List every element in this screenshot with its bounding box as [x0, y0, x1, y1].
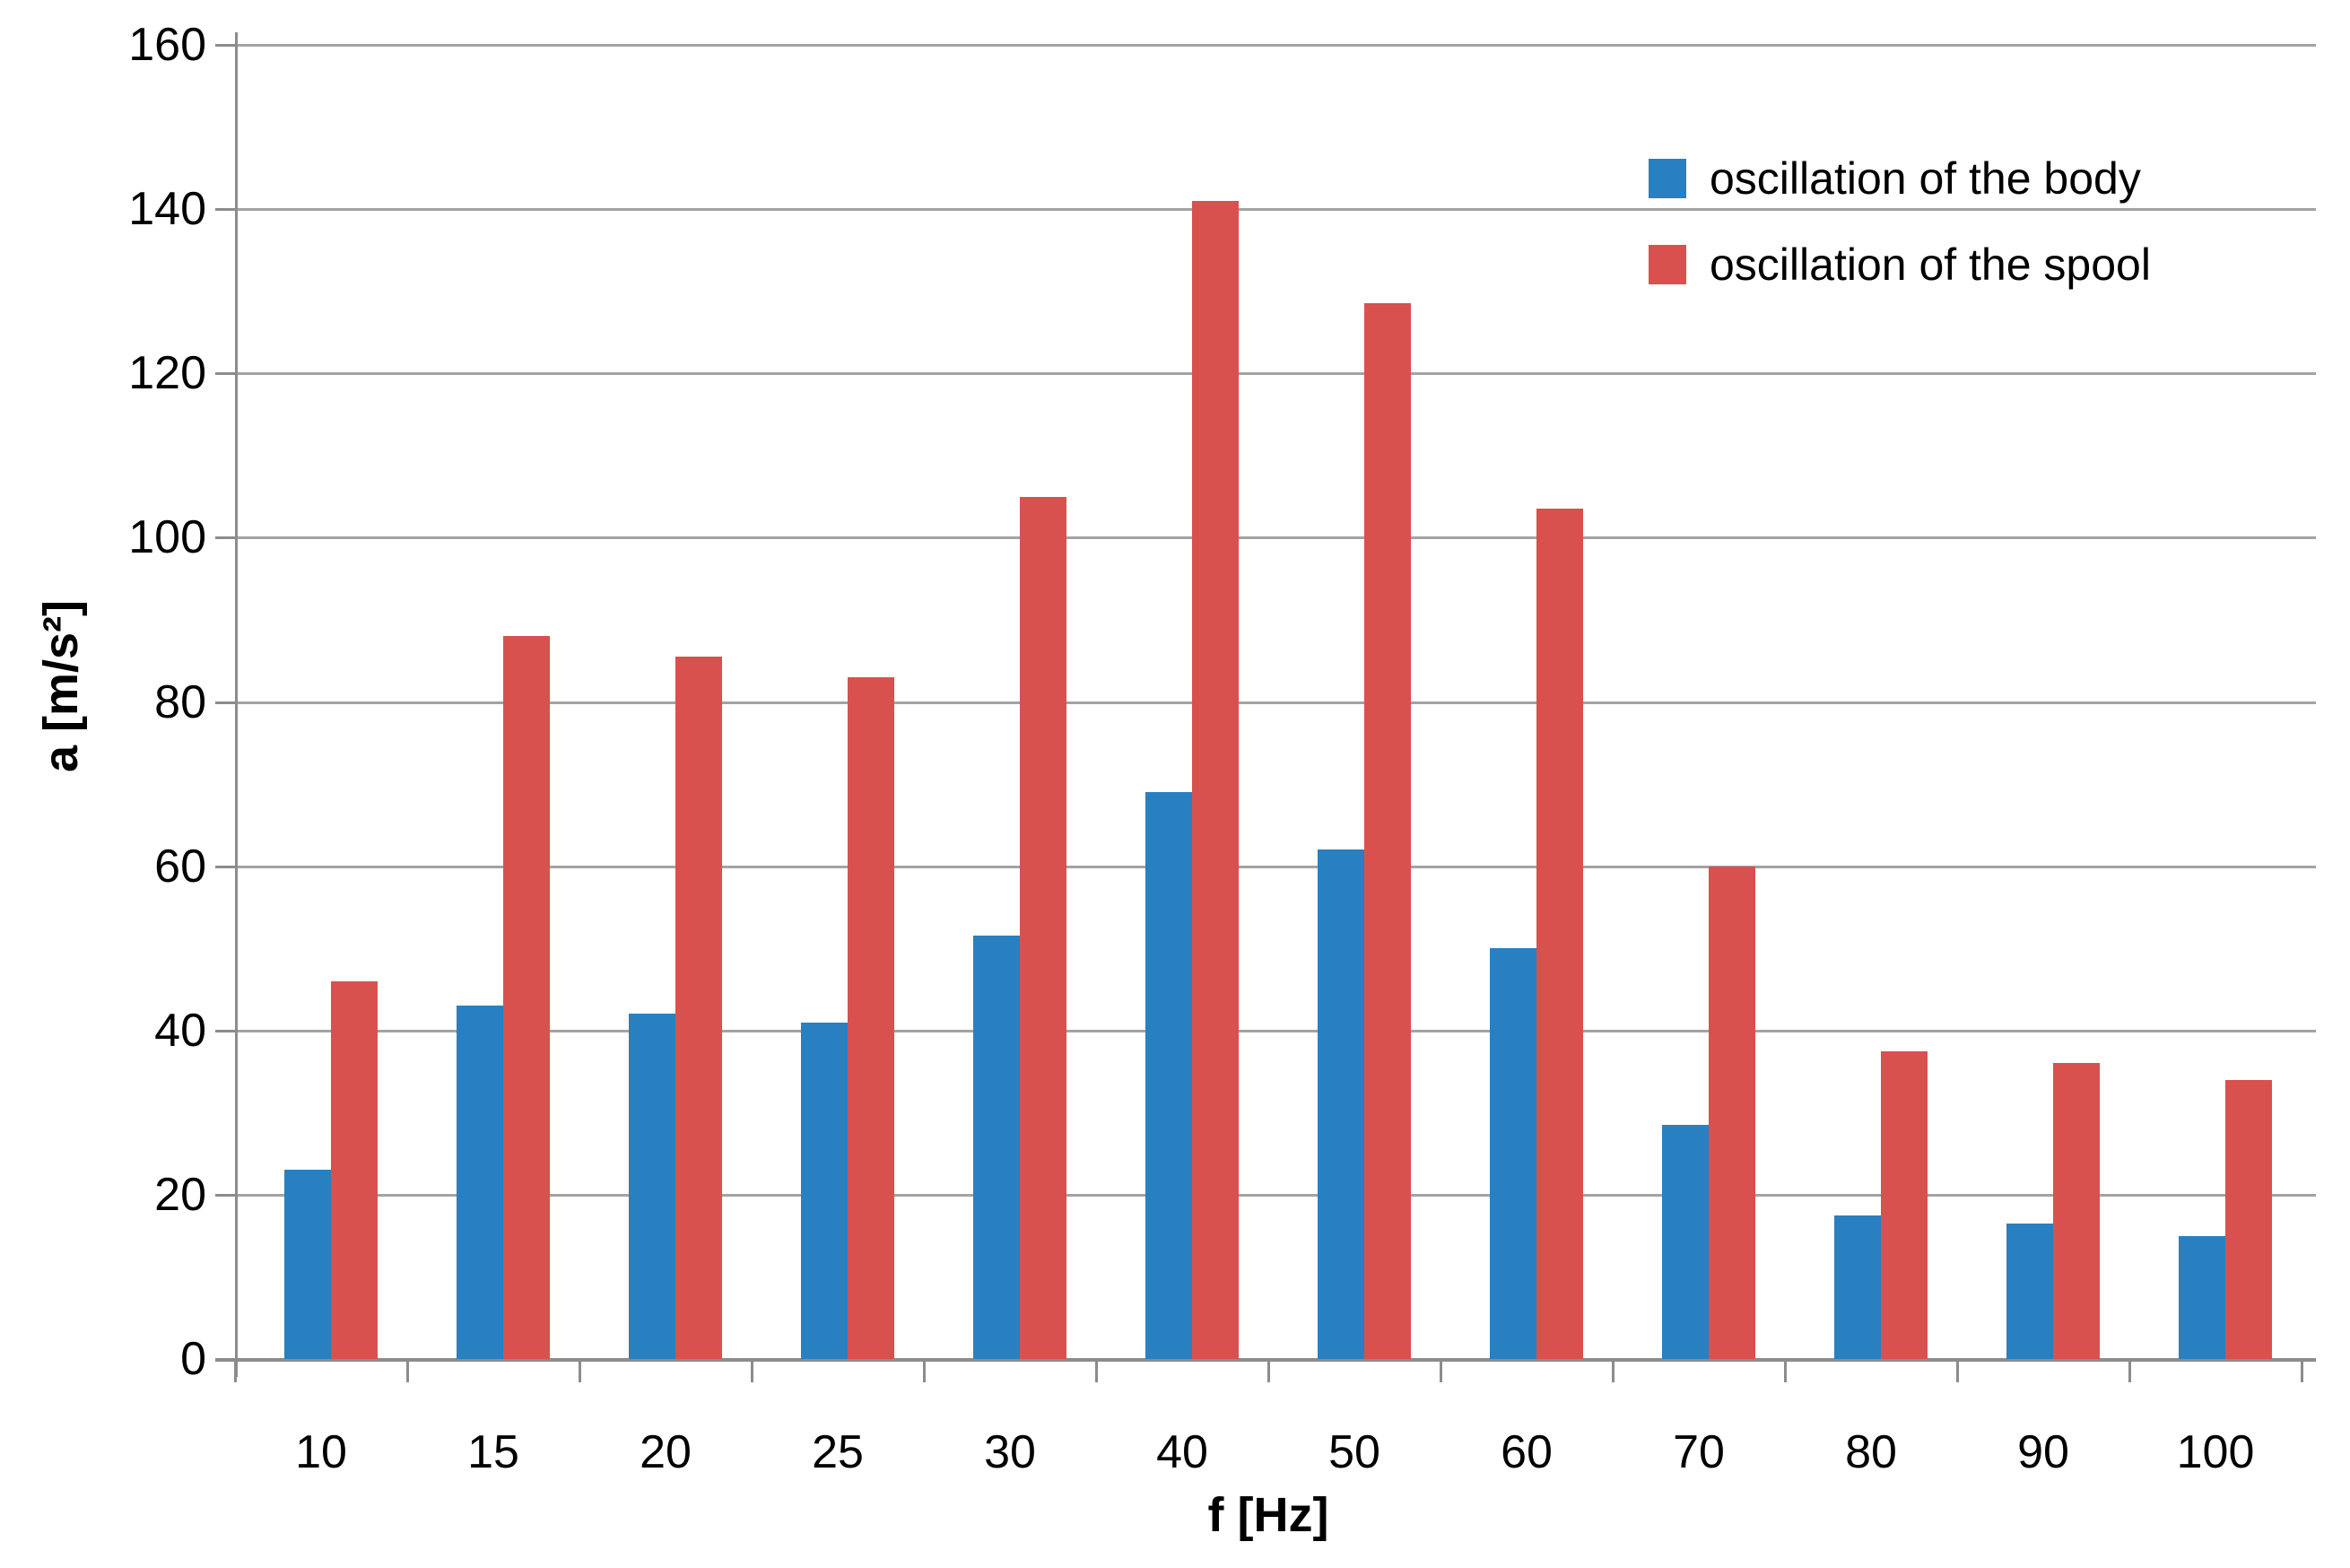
x-tick-10 — [1956, 1359, 1959, 1382]
bar-spool-90 — [2053, 1063, 2100, 1359]
bar-spool-10 — [331, 980, 378, 1359]
y-tick-100 — [215, 536, 235, 540]
y-tick-120 — [215, 372, 235, 376]
legend: oscillation of the body oscillation of t… — [1649, 151, 2151, 323]
legend-label-spool: oscillation of the spool — [1710, 240, 2151, 290]
x-tick-label-50: 50 — [1328, 1426, 1380, 1478]
bar-spool-20 — [675, 657, 722, 1359]
y-tick-label-40: 40 — [154, 1004, 206, 1057]
x-tick-label-20: 20 — [640, 1426, 692, 1478]
y-tick-label-140: 140 — [128, 183, 206, 236]
x-tick-5 — [1095, 1359, 1098, 1382]
bar-spool-50 — [1364, 303, 1411, 1359]
legend-item-body: oscillation of the body — [1649, 151, 2151, 206]
legend-swatch-body-icon — [1649, 159, 1686, 198]
y-tick-160 — [215, 44, 235, 47]
x-tick-7 — [1440, 1359, 1442, 1382]
bar-spool-100 — [2225, 1079, 2272, 1359]
x-tick-11 — [2128, 1359, 2131, 1382]
y-tick-label-120: 120 — [128, 347, 206, 400]
gridline-20 — [235, 1193, 2316, 1197]
x-axis-title: f [Hz] — [1207, 1488, 1329, 1542]
bar-body-20 — [629, 1014, 675, 1359]
y-tick-60 — [215, 865, 235, 868]
x-tick-label-80: 80 — [1845, 1426, 1897, 1478]
gridline-80 — [235, 701, 2316, 704]
x-tick-8 — [1612, 1359, 1615, 1382]
y-tick-label-0: 0 — [180, 1333, 206, 1385]
bar-spool-40 — [1192, 200, 1239, 1359]
bar-body-100 — [2179, 1235, 2225, 1359]
y-tick-140 — [215, 208, 235, 212]
x-tick-label-10: 10 — [295, 1426, 347, 1478]
gridline-160 — [235, 44, 2316, 47]
x-axis-line — [215, 1358, 2316, 1362]
gridline-100 — [235, 536, 2316, 540]
bar-spool-25 — [848, 677, 894, 1359]
x-tick-label-100: 100 — [2176, 1426, 2255, 1478]
x-tick-4 — [923, 1359, 926, 1382]
bar-body-15 — [457, 1006, 503, 1359]
x-tick-label-15: 15 — [467, 1426, 519, 1478]
x-tick-label-30: 30 — [984, 1426, 1036, 1478]
legend-item-spool: oscillation of the spool — [1649, 237, 2151, 292]
y-tick-label-160: 160 — [128, 19, 206, 71]
x-tick-label-70: 70 — [1673, 1426, 1725, 1478]
legend-swatch-spool-icon — [1649, 245, 1686, 284]
bar-body-70 — [1662, 1125, 1709, 1359]
bar-body-50 — [1318, 849, 1364, 1359]
bar-body-25 — [801, 1022, 848, 1359]
x-tick-label-25: 25 — [812, 1426, 864, 1478]
bar-body-10 — [284, 1170, 331, 1359]
gridline-140 — [235, 208, 2316, 212]
bar-spool-15 — [503, 636, 550, 1359]
bar-body-90 — [2006, 1223, 2053, 1359]
x-tick-6 — [1267, 1359, 1270, 1382]
x-tick-3 — [751, 1359, 753, 1382]
x-tick-12 — [2301, 1359, 2303, 1382]
y-tick-label-100: 100 — [128, 511, 206, 564]
bar-spool-80 — [1881, 1050, 1928, 1359]
x-tick-9 — [1784, 1359, 1787, 1382]
y-axis-line — [235, 32, 238, 1377]
y-tick-label-20: 20 — [154, 1168, 206, 1221]
gridline-40 — [235, 1029, 2316, 1032]
x-tick-0 — [234, 1359, 237, 1382]
x-tick-label-40: 40 — [1156, 1426, 1208, 1478]
legend-label-body: oscillation of the body — [1710, 153, 2141, 204]
bar-spool-70 — [1709, 866, 1755, 1359]
y-tick-label-60: 60 — [154, 840, 206, 893]
bar-body-60 — [1490, 948, 1536, 1359]
bar-spool-30 — [1020, 496, 1066, 1359]
gridline-120 — [235, 372, 2316, 376]
y-tick-label-80: 80 — [154, 675, 206, 728]
bar-spool-60 — [1536, 509, 1583, 1359]
x-tick-label-60: 60 — [1501, 1426, 1553, 1478]
y-tick-80 — [215, 701, 235, 704]
bar-body-80 — [1834, 1215, 1881, 1359]
gridline-60 — [235, 865, 2316, 868]
bar-body-30 — [973, 936, 1020, 1359]
bar-body-40 — [1145, 792, 1192, 1359]
y-tick-40 — [215, 1029, 235, 1032]
x-tick-1 — [406, 1359, 409, 1382]
y-tick-20 — [215, 1193, 235, 1197]
x-tick-label-90: 90 — [2017, 1426, 2069, 1478]
x-tick-2 — [579, 1359, 581, 1382]
y-axis-title: a [m/s²] — [34, 599, 88, 772]
